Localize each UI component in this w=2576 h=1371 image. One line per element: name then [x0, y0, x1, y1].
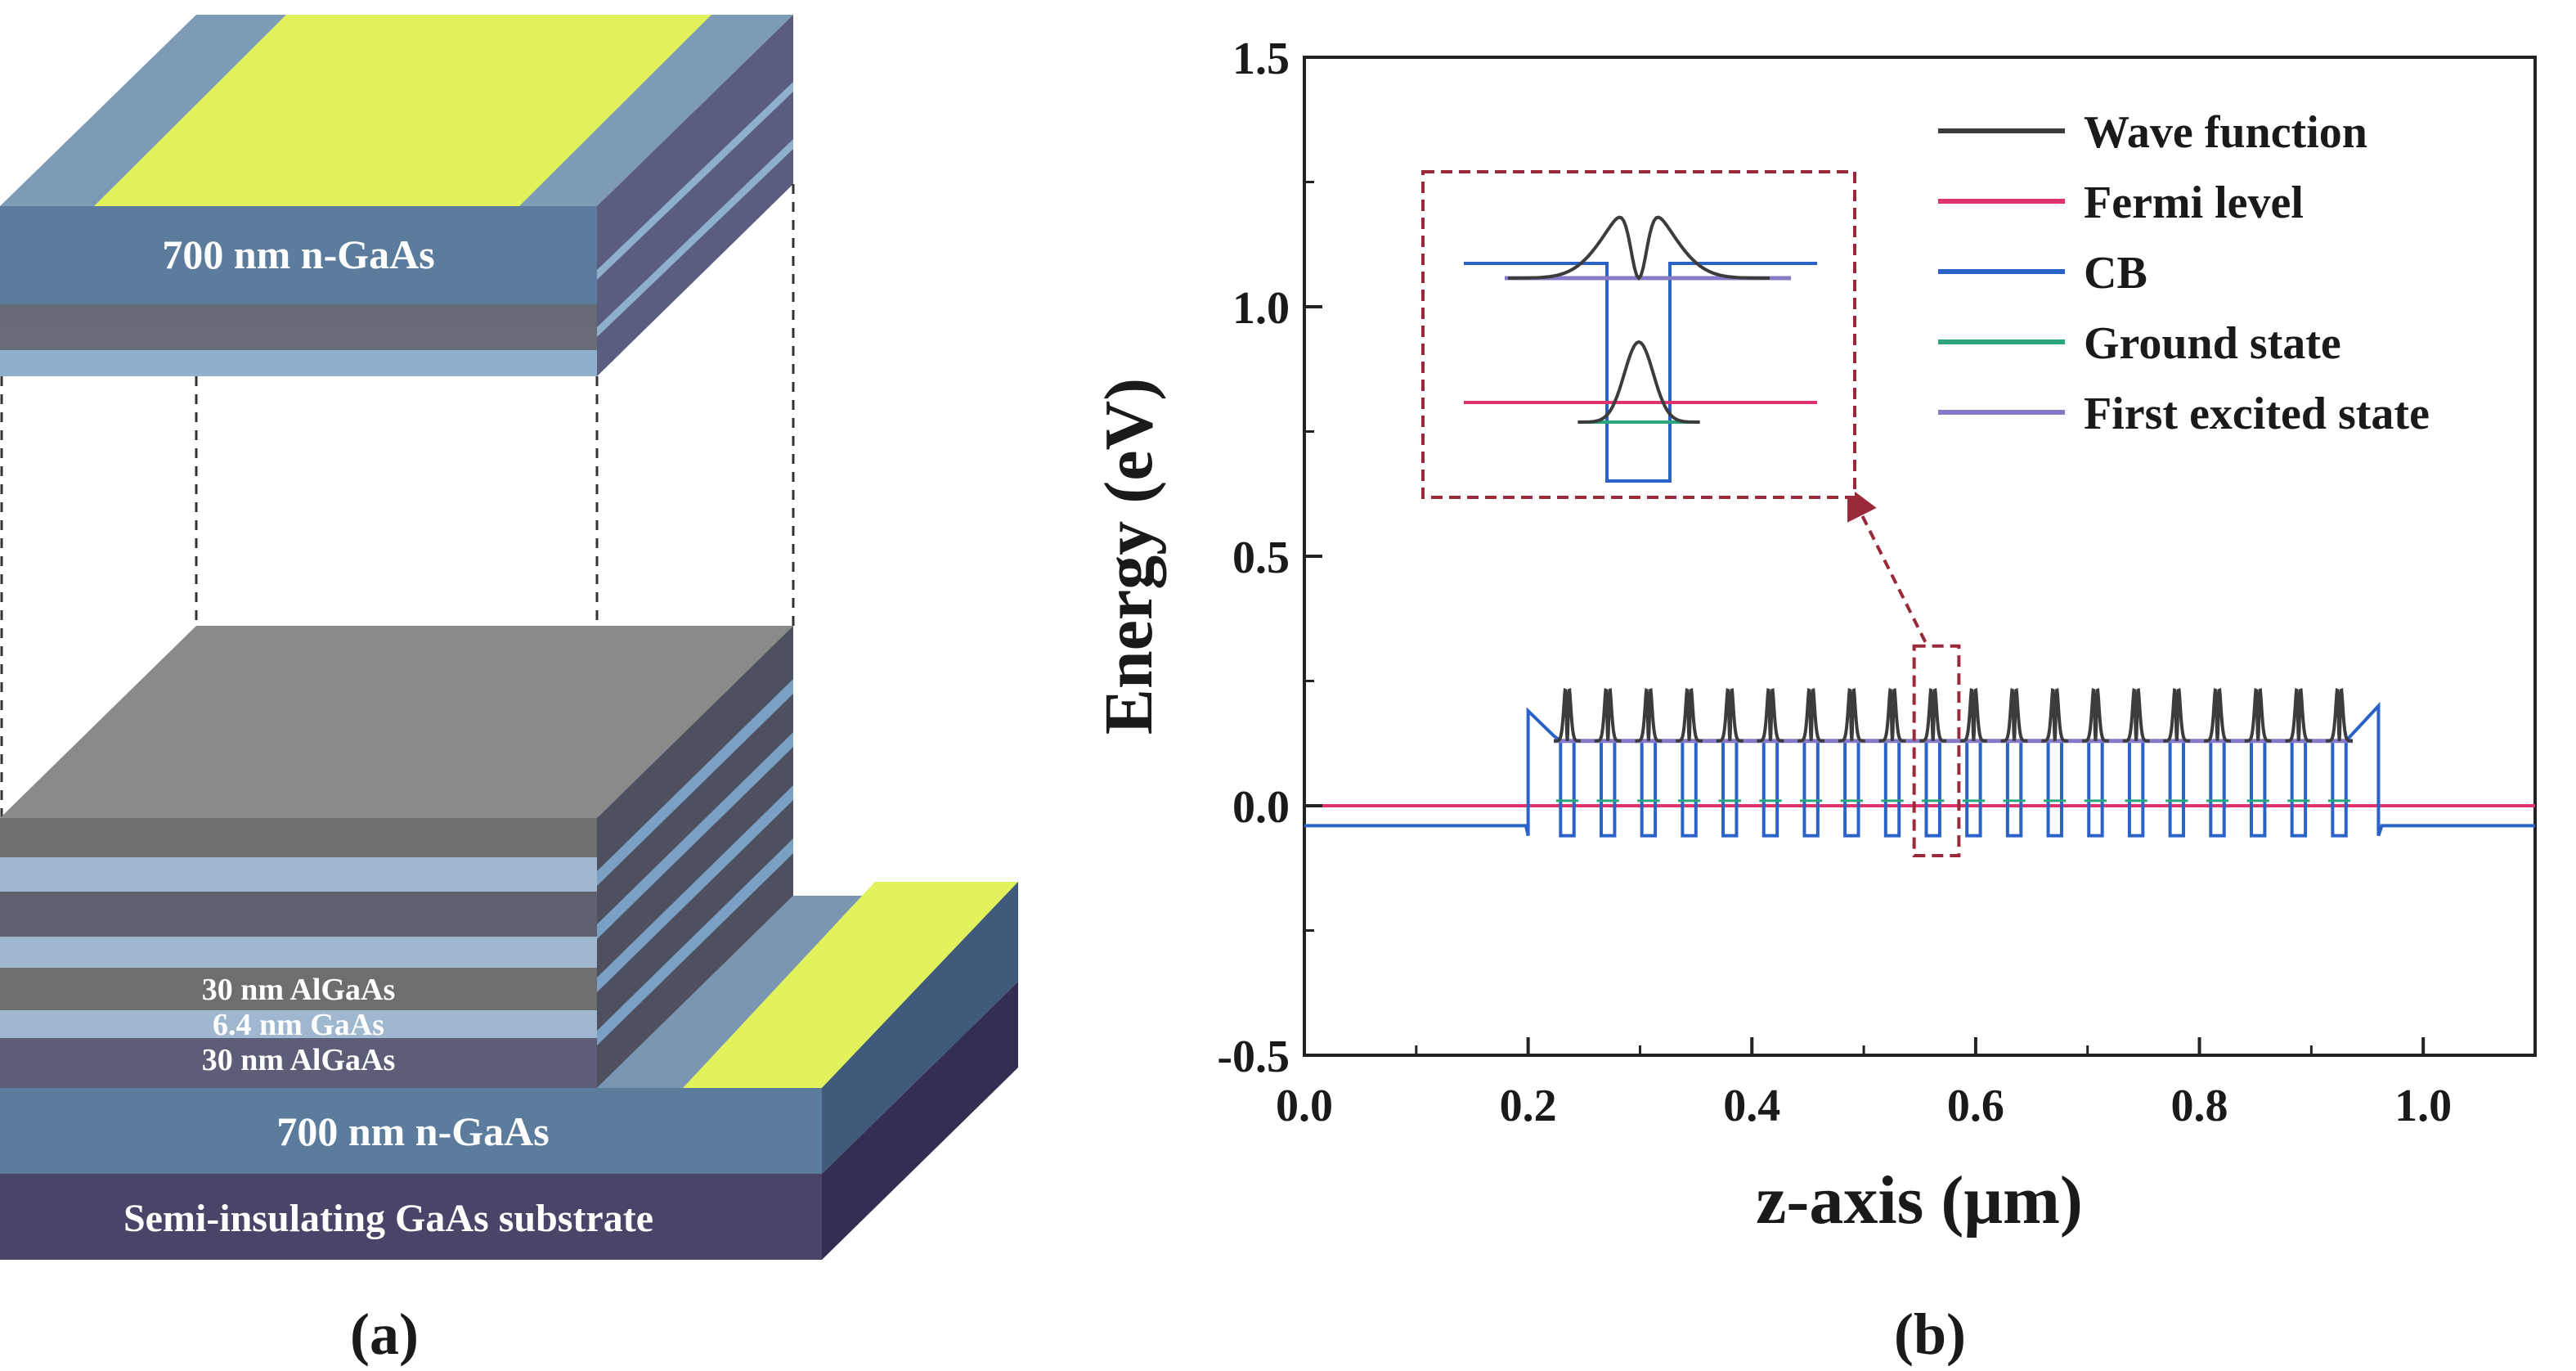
- bottom-contact-layer: 700 nm n-GaAs: [0, 882, 1018, 1174]
- x-tick-label: 1.0: [2394, 1081, 2452, 1131]
- x-tick-label: 0.8: [2171, 1081, 2228, 1131]
- cb-profile-line: [1304, 701, 2535, 838]
- wave-function-peak: [1878, 687, 1906, 743]
- x-axis-title: z-axis (μm): [1756, 1162, 2083, 1238]
- legend-item: First excited state: [1938, 389, 2430, 439]
- y-tick-label: 0.0: [1232, 782, 1290, 833]
- wave-function-peak: [2204, 687, 2231, 743]
- x-tick-label: 0.4: [1723, 1081, 1780, 1131]
- legend-item: Fermi level: [1938, 178, 2304, 228]
- wave-function-peak: [2041, 687, 2069, 743]
- mqw-stack: 30 nm AlGaAs 6.4 nm GaAs 30 nm AlGaAs: [0, 626, 793, 1088]
- wave-function-peak: [1919, 687, 1947, 743]
- y-tick-label: 1.5: [1232, 34, 1290, 84]
- wave-function-peak: [2082, 687, 2109, 743]
- zoom-arrow: [1847, 486, 1928, 643]
- inset-excited-wavefunction: [1507, 215, 1770, 281]
- wave-function-peak: [1594, 687, 1622, 743]
- axis-ticks: 0.0 0.2 0.4 0.6 0.8 1.0-0.50.00.51.01.5: [1217, 34, 2537, 1131]
- y-tick-label: -0.5: [1217, 1032, 1290, 1082]
- top-contact-label: 700 nm n-GaAs: [162, 231, 434, 277]
- wave-function-peak: [2244, 687, 2272, 743]
- plot-area: [1304, 486, 2535, 857]
- legend-item: Wave function: [1938, 107, 2367, 158]
- wave-function-peak: [1554, 687, 1581, 743]
- top-mesa-block: 700 nm n-GaAs: [0, 15, 793, 376]
- legend-label: Fermi level: [2084, 178, 2304, 228]
- panel-a-caption: (a): [350, 1301, 419, 1367]
- wave-function-peak: [1838, 687, 1865, 743]
- panel-b-energy-chart: 0.0 0.2 0.4 0.6 0.8 1.0-0.50.00.51.01.5 Energ…: [1091, 34, 2537, 1367]
- wave-function-peak: [1959, 687, 1987, 743]
- wave-function-peak: [2000, 687, 2028, 743]
- wave-function-peak: [1676, 687, 1703, 743]
- panel-b-caption: (b): [1894, 1301, 1966, 1367]
- wave-function-peak: [1635, 687, 1663, 743]
- x-tick-label: 0.2: [1500, 1081, 1557, 1131]
- x-tick-label: 0.0: [1276, 1081, 1333, 1131]
- well-label: 6.4 nm GaAs: [213, 1008, 384, 1042]
- inset-zoom: [1421, 170, 1856, 499]
- inset-frame: [1421, 170, 1856, 499]
- wave-function-peak: [2285, 687, 2313, 743]
- x-tick-label: 0.6: [1947, 1081, 2004, 1131]
- wave-function-peak: [2122, 687, 2150, 743]
- wave-function-peak: [1757, 687, 1784, 743]
- top-metal-contact: [94, 15, 711, 206]
- y-tick-label: 1.0: [1232, 283, 1290, 334]
- legend-item: CB: [1938, 248, 2147, 299]
- legend-item: Ground state: [1938, 318, 2341, 369]
- bottom-contact-label: 700 nm n-GaAs: [276, 1108, 549, 1154]
- wave-function-peak: [2163, 687, 2191, 743]
- legend: Wave function Fermi level CB Ground state Fi…: [1938, 107, 2430, 439]
- wave-function-peak: [1797, 687, 1825, 743]
- substrate-label: Semi-insulating GaAs substrate: [123, 1197, 653, 1240]
- barrier-upper-label: 30 nm AlGaAs: [202, 973, 395, 1007]
- legend-label: Wave function: [2084, 107, 2367, 158]
- bottom-metal-contact: [683, 882, 1018, 1088]
- zoom-highlight-box: [1912, 644, 1961, 857]
- legend-label: CB: [2084, 248, 2147, 299]
- legend-label: Ground state: [2084, 318, 2341, 369]
- legend-label: First excited state: [2084, 389, 2430, 439]
- barrier-lower-label: 30 nm AlGaAs: [202, 1043, 395, 1077]
- substrate-layer: Semi-insulating GaAs substrate: [0, 982, 1018, 1260]
- y-axis-title: Energy (eV): [1091, 378, 1167, 735]
- y-tick-label: 0.5: [1232, 533, 1290, 583]
- wave-function-peak: [1716, 687, 1744, 743]
- wave-function-peak: [2326, 687, 2353, 743]
- inset-ground-wavefunction: [1577, 339, 1700, 424]
- panel-a-device-structure: 700 nm n-GaAs 30 nm AlGaAs 6.4 nm GaA: [0, 15, 1018, 1367]
